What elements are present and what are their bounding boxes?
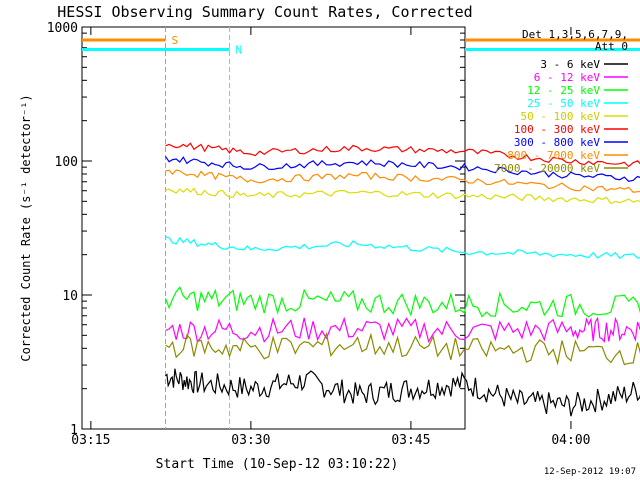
y-tick-label: 10	[62, 289, 78, 304]
legend-label: 25 - 50 keV	[527, 97, 600, 110]
series-line	[165, 169, 640, 193]
series-line	[165, 142, 640, 168]
legend-label: 100 - 300 keV	[514, 123, 600, 136]
x-tick-label: 03:30	[231, 433, 270, 448]
legend-label: 3 - 6 keV	[540, 58, 600, 71]
legend-label: 12 - 25 keV	[527, 84, 600, 97]
x-axis-label: Start Time (10-Sep-12 03:10:22)	[156, 457, 399, 472]
legend-label: 300 - 800 keV	[514, 136, 600, 149]
y-tick-label: 1	[70, 423, 78, 438]
chart-title: HESSI Observing Summary Count Rates, Cor…	[57, 3, 472, 21]
annotation-label-s: S	[172, 34, 179, 47]
x-tick-label: 03:15	[71, 433, 110, 448]
series-line	[164, 286, 640, 318]
legend-label: 7000 - 20000 keV	[494, 162, 600, 175]
plot-frame	[81, 26, 466, 430]
series-line	[165, 316, 640, 344]
series-line	[165, 331, 640, 366]
legend-label: 50 - 100 keV	[521, 110, 601, 123]
legend-header: Att 0	[595, 40, 628, 53]
legend-label: 6 - 12 keV	[534, 71, 601, 84]
legend-label: 800 - 7000 keV	[507, 149, 600, 162]
y-axis-label: Corrected Count Rate (s⁻¹ detector⁻¹)	[19, 94, 33, 361]
series-line	[165, 156, 640, 182]
y-tick-label: 1000	[47, 21, 78, 36]
legend-header: Det 1,3,5,6,7,9,	[522, 28, 628, 41]
plot-area: 03:1503:3003:4504:0004:1504:3004:4511010…	[47, 21, 640, 448]
x-tick-label: 04:00	[551, 433, 590, 448]
annotation-label-n: N	[236, 43, 243, 56]
y-tick-label: 100	[55, 155, 78, 170]
series-line	[165, 368, 640, 417]
series-line	[165, 187, 640, 205]
footer-timestamp: 12-Sep-2012 19:07	[544, 467, 636, 477]
x-tick-label: 03:45	[391, 433, 430, 448]
series-line	[165, 236, 640, 260]
